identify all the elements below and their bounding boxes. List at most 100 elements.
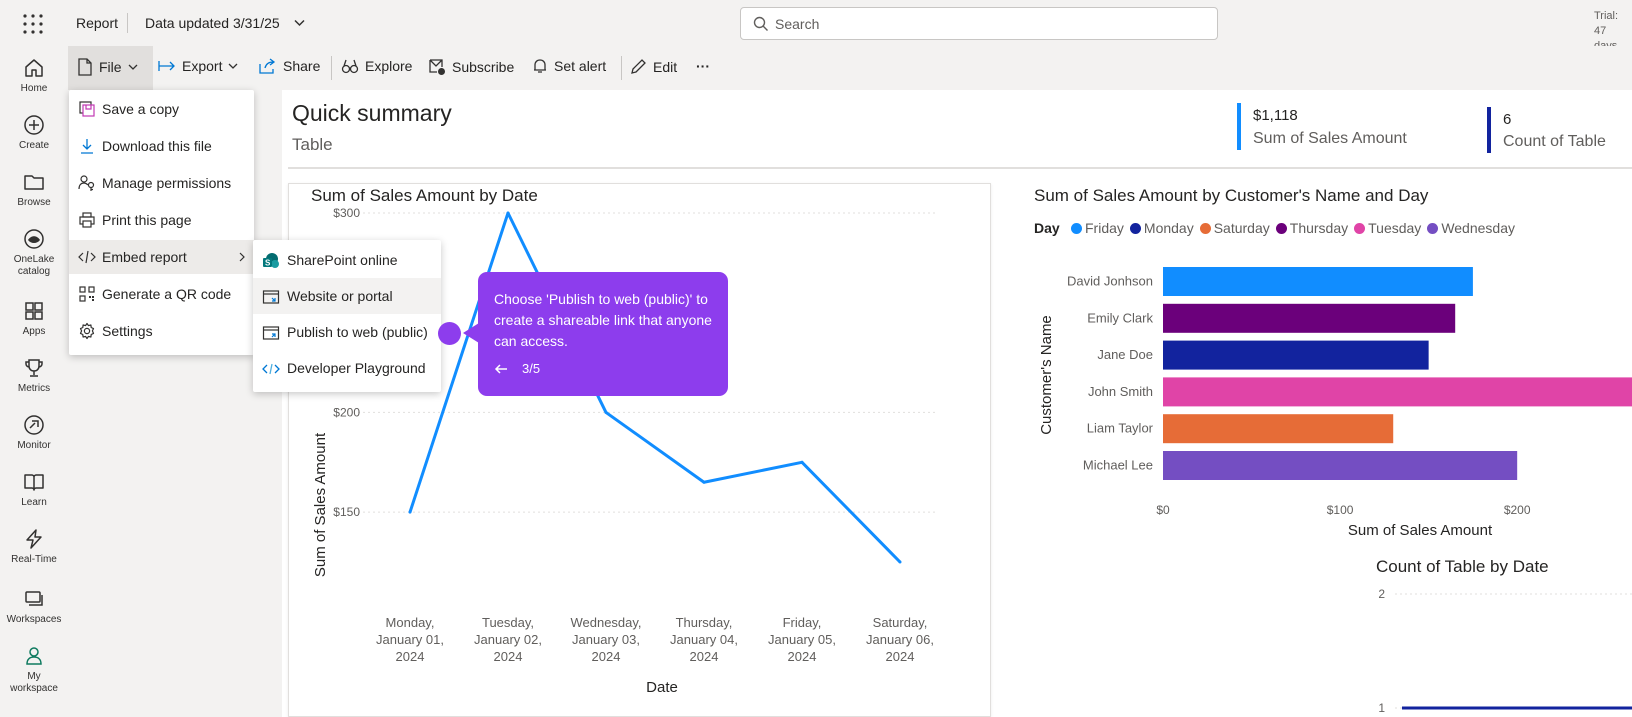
legend-item[interactable]: Monday	[1129, 220, 1194, 236]
bar	[1163, 340, 1429, 370]
legend-label: Wednesday	[1441, 220, 1515, 236]
edit-button[interactable]: Edit	[630, 58, 677, 75]
y-tick-label: $200	[333, 405, 360, 419]
legend-dot	[1071, 222, 1082, 234]
search-input[interactable]: Search	[740, 7, 1218, 40]
menu-label: Manage permissions	[102, 175, 232, 191]
tooltip-text: Choose 'Publish to web (public)' to crea…	[494, 291, 712, 349]
menu-save-a-copy[interactable]: Save a copy	[69, 92, 254, 126]
submenu-developer-playground[interactable]: Developer Playground	[253, 350, 441, 386]
nav-learn[interactable]: Learn	[0, 470, 68, 509]
report-breadcrumb[interactable]: Report	[76, 15, 119, 31]
export-button[interactable]: Export	[158, 58, 238, 74]
title-divider	[288, 167, 1632, 169]
y-tick-label: Michael Lee	[1083, 458, 1153, 473]
submenu-label: Publish to web (public)	[287, 324, 428, 340]
nav-browse[interactable]: Browse	[0, 170, 68, 209]
embed-submenu: S SharePoint online Website or portal Pu…	[253, 240, 441, 392]
subscribe-button[interactable]: Subscribe	[428, 58, 514, 76]
menu-label: Generate a QR code	[102, 286, 232, 302]
trial-label: Trial:	[1594, 10, 1619, 22]
submenu-website-or-portal[interactable]: Website or portal	[253, 278, 441, 314]
x-tick-label: January 06,	[866, 632, 934, 647]
submenu-sharepoint-online[interactable]: S SharePoint online	[253, 242, 441, 278]
menu-label: Download this file	[102, 138, 212, 154]
chevron-down-icon[interactable]	[294, 19, 305, 27]
ribbon-divider	[621, 56, 622, 80]
nav-monitor[interactable]: Monitor	[0, 413, 68, 452]
nav-create[interactable]: Create	[0, 113, 68, 152]
sharepoint-icon: S	[263, 253, 279, 268]
legend-item[interactable]: Wednesday	[1427, 220, 1515, 236]
nav-label: Real-Time	[11, 554, 57, 565]
report-ribbon: File Export Share Explore Subscribe Set …	[68, 46, 1632, 90]
file-button[interactable]: File	[77, 58, 138, 76]
nav-label: Metrics	[17, 383, 51, 394]
menu-generate-qr-code[interactable]: Generate a QR code	[69, 277, 254, 311]
arrow-left-icon[interactable]	[494, 363, 508, 375]
search-icon	[753, 16, 768, 31]
set-alert-button[interactable]: Set alert	[532, 58, 606, 74]
person-icon	[26, 647, 42, 665]
nav-label: Create	[18, 140, 49, 151]
create-icon	[24, 115, 44, 135]
nav-label: Browse	[17, 197, 51, 208]
website-icon	[262, 290, 280, 304]
submenu-publish-to-web[interactable]: Publish to web (public)	[253, 314, 441, 350]
data-point	[408, 510, 412, 514]
tooltip-step: 3/5	[522, 361, 541, 376]
nav-real-time[interactable]: Real-Time	[0, 527, 68, 566]
onelake-icon	[24, 229, 44, 249]
more-options-button[interactable]: ···	[696, 58, 710, 74]
submenu-label: SharePoint online	[287, 252, 398, 268]
nav-metrics[interactable]: Metrics	[0, 356, 68, 395]
nav-apps[interactable]: Apps	[0, 299, 68, 338]
nav-label: OneLake catalog	[13, 254, 55, 277]
x-tick-label: January 01,	[376, 632, 444, 647]
legend-label: Tuesday	[1368, 220, 1422, 236]
x-tick-label: Tuesday,	[482, 615, 534, 630]
legend-item[interactable]: Thursday	[1275, 220, 1348, 236]
legend-item[interactable]: Friday	[1071, 220, 1124, 236]
y-tick-label: David Jonhson	[1067, 274, 1153, 289]
menu-manage-permissions[interactable]: Manage permissions	[69, 166, 254, 200]
folder-icon	[24, 175, 44, 190]
left-navigation: Home Create Browse OneLake catalog Apps …	[0, 46, 68, 717]
legend-dot	[1275, 222, 1287, 234]
page-subtitle: Table	[292, 135, 333, 154]
count-chart-title: Count of Table by Date	[1376, 557, 1549, 576]
search-placeholder: Search	[775, 16, 820, 32]
nav-onelake-catalog[interactable]: OneLake catalog	[0, 227, 68, 278]
menu-settings[interactable]: Settings	[69, 314, 254, 348]
x-tick-label: Thursday,	[676, 615, 733, 630]
y-tick-label: 2	[1378, 587, 1385, 601]
explore-button[interactable]: Explore	[341, 58, 412, 74]
monitor-icon	[24, 415, 44, 435]
legend-dot	[1354, 222, 1366, 234]
share-button[interactable]: Share	[259, 58, 320, 74]
kpi-sales-value: $1,118	[1253, 107, 1298, 124]
menu-download-this-file[interactable]: Download this file	[69, 129, 254, 163]
kpi-accent-bar	[1237, 103, 1241, 150]
data-point	[898, 560, 902, 564]
nav-home[interactable]: Home	[0, 56, 68, 95]
y-tick-label: Emily Clark	[1087, 310, 1153, 325]
nav-my-workspace[interactable]: My workspace	[0, 644, 68, 695]
legend-item[interactable]: Saturday	[1199, 220, 1270, 236]
legend-dot	[1199, 222, 1211, 234]
guide-hotspot[interactable]	[438, 322, 461, 345]
bar	[1163, 267, 1473, 296]
app-launcher-icon[interactable]	[22, 13, 44, 35]
kpi-count-label: Count of Table	[1503, 133, 1606, 150]
kpi-count-value: 6	[1503, 111, 1512, 128]
menu-print-this-page[interactable]: Print this page	[69, 203, 254, 237]
nav-workspaces[interactable]: Workspaces	[0, 587, 68, 626]
data-updated-label[interactable]: Data updated 3/31/25	[145, 15, 280, 31]
menu-embed-report[interactable]: Embed report	[69, 240, 254, 274]
bar	[1163, 451, 1518, 480]
legend-item[interactable]: Tuesday	[1354, 220, 1421, 236]
bar-chart: $0 $100 $200 David Jonhson Emily Clark Jane D…	[1038, 267, 1632, 539]
breadcrumb-divider	[127, 13, 128, 33]
y-tick-label: $150	[333, 505, 360, 519]
x-tick-label: $200	[1504, 503, 1531, 517]
